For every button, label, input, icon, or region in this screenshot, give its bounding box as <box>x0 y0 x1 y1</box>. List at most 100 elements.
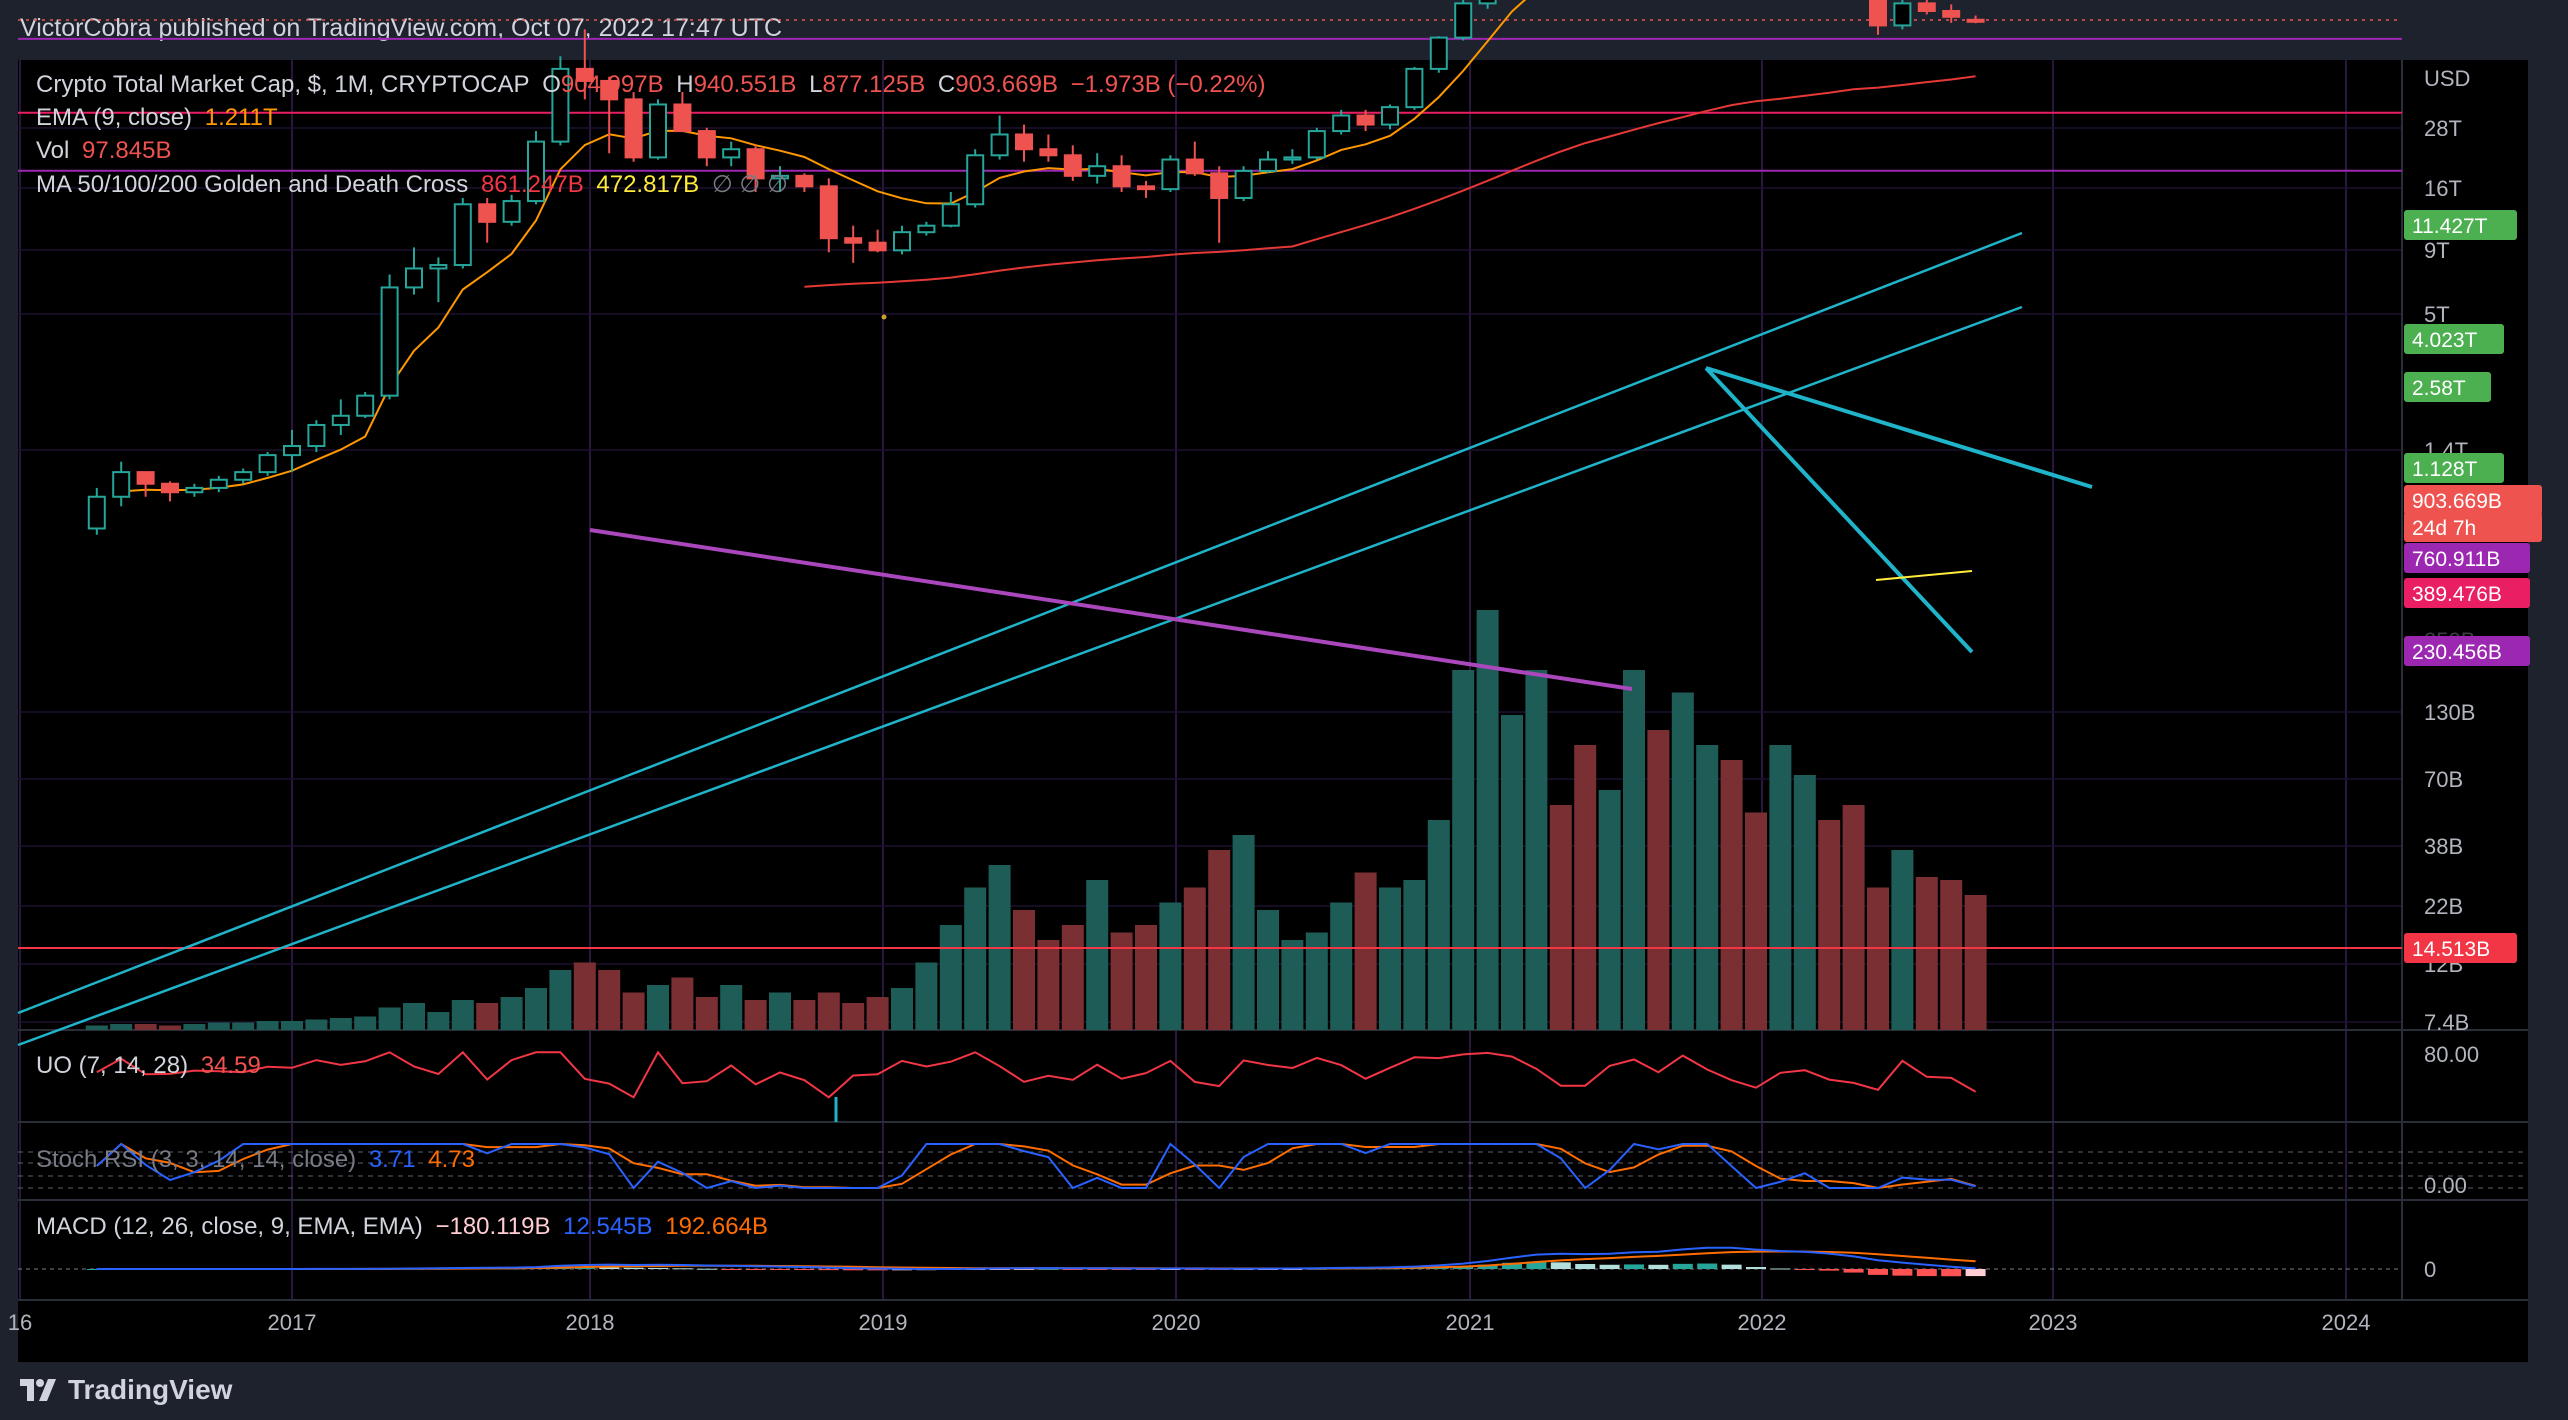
volume-bar <box>1086 880 1109 1030</box>
candle <box>795 173 814 192</box>
candle-body <box>1210 172 1229 199</box>
candle-body <box>209 478 228 489</box>
candle-body <box>1893 2 1912 27</box>
volume-bar <box>1379 887 1401 1030</box>
stoch-scale-label: 0.00 <box>2424 1173 2467 1198</box>
candle-body <box>697 130 716 159</box>
candle <box>1332 109 1351 135</box>
volume-bar <box>1891 850 1914 1030</box>
level-tag-label: 230.456B <box>2412 641 2502 664</box>
open-label: O <box>542 71 561 98</box>
candle <box>429 257 448 303</box>
volume-bar <box>842 1003 865 1030</box>
downtrend-line <box>589 528 1633 691</box>
level-tag-label: 1.128T <box>2412 458 2478 481</box>
candle <box>649 99 667 160</box>
candle-body <box>551 67 570 143</box>
macd-legend[interactable]: MACD (12, 26, close, 9, EMA, EMA) −180.1… <box>36 1213 774 1241</box>
candle <box>917 221 936 236</box>
volume-bar <box>354 1016 377 1030</box>
candle-body <box>1454 2 1473 39</box>
chart-canvas[interactable]: USD28T16T9T5T1.4T130B70B38B22B12B7.4B250… <box>0 0 2568 1362</box>
volume-bar <box>500 997 523 1030</box>
macd-hist-bar <box>1843 1269 1864 1273</box>
legend-ma-row[interactable]: MA 50/100/200 Golden and Death Cross 861… <box>36 170 794 199</box>
candle <box>502 194 521 226</box>
volume-bar <box>549 970 572 1030</box>
publisher-line: VictorCobra published on TradingView.com… <box>20 14 783 42</box>
volume-bar <box>793 1000 816 1030</box>
volume-bar <box>1745 812 1767 1030</box>
level-tag-label: 11.427T <box>2412 215 2488 238</box>
price-axis-currency: USD <box>2424 66 2470 91</box>
candle-body <box>1869 0 1887 27</box>
candle-body <box>453 203 472 267</box>
macd-hist-bar <box>623 1267 644 1269</box>
time-axis-label: 2021 <box>1446 1310 1495 1335</box>
level-tag-label: 14.513B <box>2412 938 2490 961</box>
macd-hist-bar <box>1062 1269 1083 1270</box>
volume-bar <box>134 1024 157 1030</box>
candle-body <box>502 200 521 223</box>
macd-hist-bar <box>648 1267 668 1269</box>
volume-bar <box>451 1000 474 1030</box>
macd-hist-bar <box>1770 1268 1791 1270</box>
candle <box>405 247 423 295</box>
candle-body <box>722 148 741 159</box>
volume-bar <box>1305 932 1328 1030</box>
legend-symbol-row[interactable]: Crypto Total Market Cap, $, 1M, CRYPTOCA… <box>36 71 1271 99</box>
candle <box>1478 0 1497 9</box>
candle-body <box>112 471 131 498</box>
brand-name: TradingView <box>68 1374 233 1405</box>
uo-legend[interactable]: UO (7, 14, 28) 34.59 <box>36 1052 267 1080</box>
volume-bar <box>915 962 938 1030</box>
candle <box>1137 180 1155 198</box>
tradingview-logo[interactable]: TradingView <box>18 1374 232 1406</box>
stoch-legend[interactable]: Stoch RSI (3, 3, 14, 14, close) 3.71 4.7… <box>36 1146 481 1174</box>
time-axis-label: 2024 <box>2322 1310 2371 1335</box>
candle <box>1356 109 1375 132</box>
volume-bar <box>598 970 621 1030</box>
candle <box>1429 36 1448 73</box>
level-tag-bg <box>2404 578 2530 608</box>
volume-bar <box>720 985 743 1030</box>
ma-label: MA 50/100/200 Golden and Death Cross <box>36 171 469 198</box>
candle-body <box>771 174 789 180</box>
level-tag-label: 760.911B <box>2412 548 2500 571</box>
level-tag-bg <box>2404 210 2517 240</box>
price-tick-label: 70B <box>2424 767 2463 792</box>
marker-dot <box>881 314 887 320</box>
time-axis-label: 2022 <box>1738 1310 1787 1335</box>
volume-bar <box>817 992 840 1030</box>
candle-body <box>966 154 985 206</box>
candle-body <box>283 445 301 457</box>
candle <box>722 141 741 167</box>
ema-value: 1.211T <box>204 104 278 131</box>
macd-hist-bar <box>843 1269 864 1271</box>
legend-ema-row[interactable]: EMA (9, close) 1.211T <box>36 104 284 132</box>
legend-vol-row[interactable]: Vol 97.845B <box>36 137 177 165</box>
volume-bar <box>1281 940 1304 1030</box>
candle-body <box>1112 165 1131 188</box>
candle <box>1381 104 1399 130</box>
candle-body <box>234 471 253 481</box>
candle <box>356 392 375 418</box>
ma-line <box>804 75 1976 288</box>
ema-line <box>121 0 1527 493</box>
macd-hist-bar <box>1550 1262 1571 1269</box>
candle <box>307 420 326 453</box>
volume-bar <box>1793 775 1816 1030</box>
candle-body <box>258 454 277 474</box>
volume-bar <box>85 1025 108 1030</box>
macd-hist-bar <box>599 1267 620 1269</box>
volume-bar <box>1037 940 1060 1030</box>
volume-bar <box>232 1022 255 1030</box>
stoch-k-line <box>96 1142 1976 1190</box>
volume-bar <box>671 977 694 1030</box>
volume-bar <box>1720 760 1743 1030</box>
level-tag-bg <box>2404 636 2530 666</box>
candle-body <box>868 241 887 252</box>
uo-value: 34.59 <box>200 1052 261 1079</box>
volume-bar <box>1598 790 1621 1030</box>
macd-hist-bar <box>1502 1262 1522 1269</box>
